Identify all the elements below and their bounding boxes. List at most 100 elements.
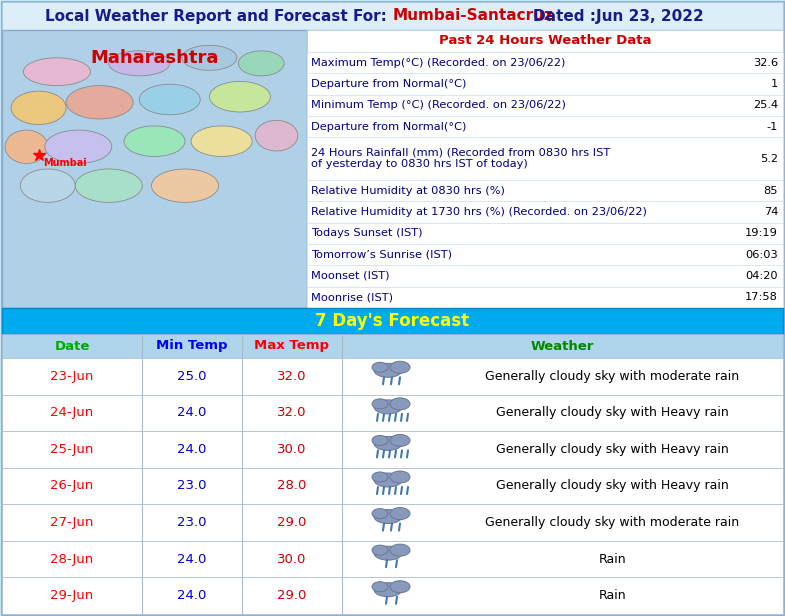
- Ellipse shape: [390, 471, 410, 483]
- Ellipse shape: [372, 472, 388, 482]
- Text: Mumbai-Santacruz: Mumbai-Santacruz: [392, 9, 553, 23]
- Ellipse shape: [374, 473, 402, 487]
- Text: Max Temp: Max Temp: [254, 339, 330, 352]
- Bar: [2, 468, 783, 505]
- Text: 28-Jun: 28-Jun: [50, 553, 93, 565]
- Ellipse shape: [372, 545, 388, 555]
- Bar: [307, 30, 783, 308]
- Ellipse shape: [390, 398, 410, 410]
- Text: 24.0: 24.0: [177, 407, 206, 419]
- Text: Past 24 Hours Weather Data: Past 24 Hours Weather Data: [439, 34, 652, 47]
- Ellipse shape: [24, 58, 90, 86]
- Text: Tomorrow’s Sunrise (IST): Tomorrow’s Sunrise (IST): [311, 249, 452, 260]
- Text: 23.0: 23.0: [177, 516, 206, 529]
- Ellipse shape: [390, 544, 410, 556]
- Text: 32.0: 32.0: [277, 370, 307, 383]
- Text: Date: Date: [54, 339, 89, 352]
- Ellipse shape: [191, 126, 252, 156]
- Text: 29-Jun: 29-Jun: [50, 590, 93, 602]
- Bar: [2, 308, 783, 334]
- Text: 24.0: 24.0: [177, 443, 206, 456]
- Ellipse shape: [109, 51, 170, 76]
- Bar: [2, 577, 783, 614]
- Text: Weather: Weather: [531, 339, 594, 352]
- Text: 85: 85: [764, 185, 778, 196]
- Text: 30.0: 30.0: [277, 443, 307, 456]
- Ellipse shape: [255, 120, 298, 151]
- Bar: [307, 286, 783, 308]
- Ellipse shape: [239, 51, 284, 76]
- Bar: [307, 137, 783, 180]
- Text: Moonrise (IST): Moonrise (IST): [311, 293, 393, 302]
- Ellipse shape: [374, 436, 402, 450]
- Ellipse shape: [390, 508, 410, 519]
- Ellipse shape: [20, 169, 75, 203]
- Text: Generally cloudy sky with moderate rain: Generally cloudy sky with moderate rain: [485, 370, 739, 383]
- Text: Minimum Temp (°C) (Recorded. on 23/06/22): Minimum Temp (°C) (Recorded. on 23/06/22…: [311, 100, 566, 110]
- Bar: [307, 180, 783, 201]
- Text: 24.0: 24.0: [177, 553, 206, 565]
- Text: 1: 1: [771, 79, 778, 89]
- Text: Min Temp: Min Temp: [156, 339, 228, 352]
- Bar: [307, 73, 783, 95]
- Ellipse shape: [75, 169, 142, 203]
- Text: 74: 74: [764, 207, 778, 217]
- Text: Generally cloudy sky with Heavy rain: Generally cloudy sky with Heavy rain: [496, 443, 729, 456]
- Text: 32.0: 32.0: [277, 407, 307, 419]
- Text: Moonset (IST): Moonset (IST): [311, 271, 389, 281]
- Ellipse shape: [374, 583, 402, 597]
- Text: 23.0: 23.0: [177, 479, 206, 493]
- Ellipse shape: [372, 362, 388, 372]
- Bar: [307, 265, 783, 286]
- Text: Relative Humidity at 1730 hrs (%) (Recorded. on 23/06/22): Relative Humidity at 1730 hrs (%) (Recor…: [311, 207, 647, 217]
- Bar: [2, 505, 783, 541]
- Text: 25-Jun: 25-Jun: [50, 443, 93, 456]
- Text: Mumbai: Mumbai: [44, 158, 87, 168]
- Text: 04:20: 04:20: [746, 271, 778, 281]
- Ellipse shape: [374, 363, 402, 377]
- Ellipse shape: [45, 130, 111, 163]
- Ellipse shape: [210, 81, 270, 112]
- Bar: [307, 95, 783, 116]
- Bar: [307, 52, 783, 73]
- Text: Departure from Normal(°C): Departure from Normal(°C): [311, 79, 466, 89]
- Text: Local Weather Report and Forecast For:: Local Weather Report and Forecast For:: [46, 9, 392, 23]
- Ellipse shape: [390, 434, 410, 447]
- Text: Maximum Temp(°C) (Recorded. on 23/06/22): Maximum Temp(°C) (Recorded. on 23/06/22): [311, 58, 565, 68]
- Ellipse shape: [66, 86, 133, 119]
- Text: 28.0: 28.0: [277, 479, 307, 493]
- Text: 19:19: 19:19: [745, 229, 778, 238]
- Bar: [2, 431, 783, 468]
- Bar: [2, 2, 783, 30]
- Text: Generally cloudy sky with moderate rain: Generally cloudy sky with moderate rain: [485, 516, 739, 529]
- Text: 24-Jun: 24-Jun: [50, 407, 93, 419]
- Text: 26-Jun: 26-Jun: [50, 479, 93, 493]
- Text: Maharashtra: Maharashtra: [90, 49, 219, 67]
- Bar: [2, 30, 307, 308]
- Text: Departure from Normal(°C): Departure from Normal(°C): [311, 122, 466, 132]
- Bar: [307, 201, 783, 222]
- Text: 17:58: 17:58: [745, 293, 778, 302]
- Text: 32.6: 32.6: [753, 58, 778, 68]
- Bar: [2, 541, 783, 577]
- Bar: [2, 358, 783, 395]
- Text: Rain: Rain: [599, 590, 626, 602]
- Bar: [307, 222, 783, 244]
- Text: 24 Hours Rainfall (mm) (Recorded from 0830 hrs IST
of yesterday to 0830 hrs IST : 24 Hours Rainfall (mm) (Recorded from 08…: [311, 148, 610, 169]
- Text: -1: -1: [767, 122, 778, 132]
- Bar: [2, 334, 783, 358]
- Text: Generally cloudy sky with Heavy rain: Generally cloudy sky with Heavy rain: [496, 407, 729, 419]
- Text: 5.2: 5.2: [760, 153, 778, 164]
- Text: Generally cloudy sky with Heavy rain: Generally cloudy sky with Heavy rain: [496, 479, 729, 493]
- Text: 24.0: 24.0: [177, 590, 206, 602]
- Ellipse shape: [372, 509, 388, 519]
- Ellipse shape: [182, 46, 237, 70]
- Text: 06:03: 06:03: [745, 249, 778, 260]
- Text: Rain: Rain: [599, 553, 626, 565]
- Ellipse shape: [124, 126, 185, 156]
- Ellipse shape: [5, 130, 48, 163]
- Ellipse shape: [152, 169, 218, 203]
- Ellipse shape: [372, 436, 388, 445]
- Text: Todays Sunset (IST): Todays Sunset (IST): [311, 229, 422, 238]
- Text: 29.0: 29.0: [277, 590, 307, 602]
